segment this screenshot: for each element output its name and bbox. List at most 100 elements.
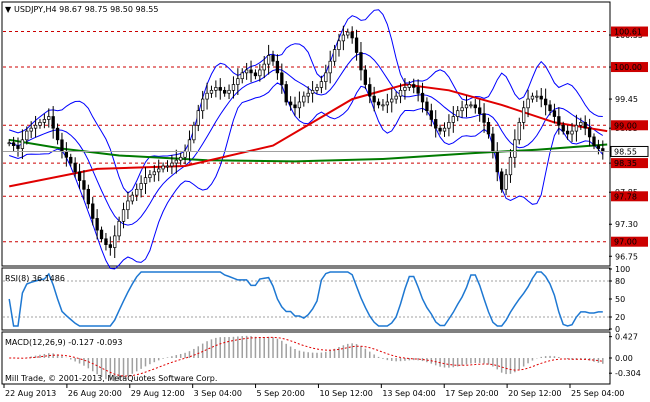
candle-body bbox=[104, 238, 108, 245]
candle-body bbox=[64, 151, 69, 158]
candle-body bbox=[187, 139, 192, 152]
candle-body bbox=[315, 87, 319, 91]
candle-body bbox=[346, 31, 350, 36]
candle-body bbox=[587, 127, 592, 138]
candle-body bbox=[51, 116, 55, 129]
candle-body bbox=[16, 145, 20, 149]
candle-body bbox=[583, 122, 587, 129]
candle-body bbox=[126, 200, 130, 211]
rsi-tick-label: 100 bbox=[615, 265, 630, 274]
candle-body bbox=[280, 72, 284, 85]
candle-body bbox=[148, 174, 152, 179]
candle-body bbox=[152, 171, 156, 176]
candle-body bbox=[302, 95, 306, 103]
candle-body bbox=[231, 84, 236, 91]
rsi-label: RSI(8) 36.1486 bbox=[5, 274, 65, 283]
candle-body bbox=[223, 89, 227, 94]
bollinger-lower bbox=[9, 82, 604, 270]
level-label-box bbox=[611, 26, 648, 37]
level-label-box bbox=[611, 120, 648, 131]
candle-body bbox=[434, 119, 438, 129]
level-label-box bbox=[611, 191, 648, 202]
candle-body bbox=[552, 110, 557, 117]
candle-body bbox=[236, 78, 240, 85]
candle-body bbox=[337, 40, 341, 50]
rsi-layer bbox=[3, 271, 609, 327]
candle-body bbox=[557, 116, 561, 126]
candle-body bbox=[209, 89, 214, 94]
candle-body bbox=[504, 174, 508, 190]
candle-body bbox=[464, 104, 469, 109]
candle-body bbox=[310, 89, 315, 94]
price-layer bbox=[3, 9, 609, 270]
candle-body bbox=[495, 151, 499, 173]
copyright-text: Mill Trade, © 2001-2013, MetaQuotes Soft… bbox=[5, 374, 217, 383]
candle-body bbox=[363, 69, 368, 85]
candle-body bbox=[77, 171, 82, 181]
candle-body bbox=[535, 95, 539, 98]
candle-body bbox=[42, 119, 47, 123]
candle-body bbox=[258, 69, 262, 77]
x-tick-label: 20 Sep 12:00 bbox=[508, 389, 561, 398]
level-label: 98.35 bbox=[614, 159, 637, 168]
candle-body bbox=[429, 110, 433, 120]
candle-body bbox=[192, 124, 196, 141]
candle-body bbox=[139, 183, 143, 190]
candle-body bbox=[113, 235, 117, 248]
candle-body bbox=[20, 139, 25, 149]
level-label-box bbox=[611, 236, 648, 247]
candle-body bbox=[99, 229, 104, 240]
candle-body bbox=[33, 124, 38, 129]
candle-body bbox=[548, 104, 552, 112]
macd-label: MACD(12,26,9) -0.127 -0.093 bbox=[5, 338, 122, 347]
x-tick-label: 22 Aug 2013 bbox=[5, 389, 56, 398]
price-tick-label: 97.30 bbox=[615, 220, 638, 229]
candle-body bbox=[412, 84, 416, 88]
rsi-tick-label: 80 bbox=[615, 277, 625, 286]
candle-body bbox=[174, 159, 178, 164]
candle-body bbox=[482, 113, 486, 123]
candle-body bbox=[293, 104, 297, 109]
level-label: 99.00 bbox=[614, 121, 637, 130]
x-tick-label: 3 Sep 04:00 bbox=[194, 389, 242, 398]
level-label: 100.00 bbox=[614, 63, 642, 72]
price-tick-label: 96.75 bbox=[615, 252, 638, 261]
candle-body bbox=[500, 171, 504, 190]
candle-body bbox=[117, 220, 121, 237]
macd-tick-label: 0.00 bbox=[615, 354, 633, 363]
rsi-line bbox=[8, 271, 603, 327]
candle-body bbox=[456, 110, 460, 117]
candle-body bbox=[508, 156, 513, 176]
rsi-tick-label: 50 bbox=[615, 295, 625, 304]
level-label: 97.78 bbox=[614, 192, 637, 201]
candle-body bbox=[183, 151, 187, 158]
axis-layer: 96.7597.3097.8598.3598.9599.45100.00100.… bbox=[3, 26, 649, 398]
header-marker[interactable]: ▼ bbox=[5, 5, 12, 14]
candle-body bbox=[108, 244, 112, 248]
candle-body bbox=[227, 89, 231, 94]
candle-body bbox=[368, 84, 372, 97]
candle-body bbox=[565, 130, 570, 135]
level-label: 97.00 bbox=[614, 238, 637, 247]
candle-body bbox=[592, 136, 596, 146]
candle-body bbox=[328, 60, 332, 74]
candle-body bbox=[55, 127, 60, 141]
candle-body bbox=[539, 95, 543, 100]
candle-body bbox=[561, 124, 565, 132]
candle-body bbox=[570, 130, 574, 135]
candle-body bbox=[95, 218, 99, 231]
candle-body bbox=[201, 98, 205, 112]
candle-body bbox=[473, 104, 477, 109]
rsi-tick-label: 20 bbox=[615, 313, 625, 322]
candle-body bbox=[442, 127, 447, 132]
candle-body bbox=[332, 49, 337, 62]
candle-body bbox=[25, 130, 29, 141]
x-tick-label: 17 Sep 20:00 bbox=[445, 389, 498, 398]
candle-body bbox=[91, 203, 95, 219]
candle-body bbox=[372, 95, 376, 103]
candle-body bbox=[82, 180, 86, 190]
candle-body bbox=[271, 55, 275, 62]
candle-body bbox=[324, 72, 328, 82]
x-tick-label: 26 Aug 20:00 bbox=[68, 389, 122, 398]
candle-body bbox=[170, 162, 174, 167]
